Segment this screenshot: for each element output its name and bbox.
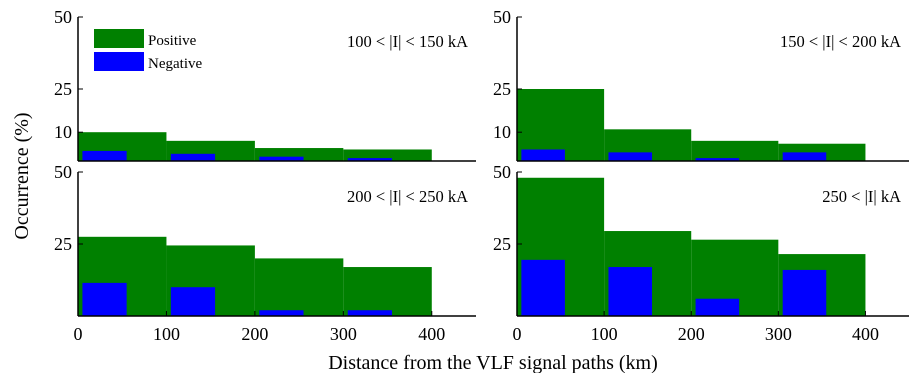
y-tick-label-top-left-2: 10: [54, 122, 72, 142]
panel-label-bottom-right: 250 < |I| kA: [822, 187, 901, 206]
panel-bottom-right: 50 25 0 100 200 300 400 250 < |I| kA: [493, 162, 909, 344]
panels-group: 50 25 10 100 < |I| < 150 kA 50 25 10 150 < |I| …: [54, 7, 909, 344]
bar-negative-bottom-right-1: [608, 267, 653, 316]
panel-top-left: 50 25 10 100 < |I| < 150 kA: [54, 7, 476, 162]
y-tick-label-top-left-0: 50: [54, 7, 72, 27]
bar-negative-bottom-right-3: [782, 269, 827, 316]
bar-positive-top-right-2: [691, 140, 779, 161]
bar-negative-top-right-1: [608, 152, 653, 161]
x-tick-label-bottom-left-4: 400: [418, 324, 445, 344]
x-tick-label-bottom-right-2: 200: [678, 324, 705, 344]
y-tick-label-top-left-1: 25: [54, 79, 72, 99]
y-tick-label-top-right-2: 10: [493, 122, 511, 142]
x-tick-label-bottom-left-1: 100: [153, 324, 180, 344]
bar-negative-bottom-left-2: [259, 310, 304, 316]
bar-negative-top-left-2: [259, 156, 304, 161]
bar-negative-top-right-0: [521, 149, 565, 161]
x-tick-label-bottom-right-4: 400: [852, 324, 879, 344]
legend-swatch-positive: [94, 29, 144, 48]
bar-negative-top-left-1: [170, 153, 216, 161]
bar-negative-top-right-2: [695, 158, 740, 161]
bar-negative-bottom-left-1: [170, 287, 216, 316]
legend-label-positive: Positive: [148, 33, 197, 49]
y-tick-label-bottom-left-1: 25: [54, 234, 72, 254]
x-tick-label-bottom-right-1: 100: [591, 324, 618, 344]
y-tick-label-top-right-1: 25: [493, 79, 511, 99]
bar-negative-top-left-0: [82, 150, 127, 161]
legend-label-negative: Negative: [148, 56, 202, 72]
legend: Positive Negative: [94, 29, 202, 72]
y-tick-label-bottom-right-0: 50: [493, 162, 511, 182]
bar-positive-bottom-left-3: [343, 267, 432, 316]
y-tick-label-bottom-right-1: 25: [493, 234, 511, 254]
bar-negative-top-right-3: [782, 152, 827, 161]
bar-positive-top-left-3: [343, 149, 432, 161]
bar-positive-bottom-left-2: [254, 258, 344, 316]
panel-bottom-left: 50 25 0 100 200 300 400 200 < |I| < 250 kA: [54, 162, 476, 344]
y-axis-title: Occurrence (%): [11, 112, 33, 239]
panel-label-top-left: 100 < |I| < 150 kA: [347, 32, 468, 51]
x-axis-title: Distance from the VLF signal paths (km): [328, 352, 658, 373]
y-tick-label-top-right-0: 50: [493, 7, 511, 27]
legend-swatch-negative: [94, 52, 144, 71]
x-tick-label-bottom-left-2: 200: [241, 324, 268, 344]
x-tick-label-bottom-right-3: 300: [765, 324, 792, 344]
bar-positive-top-right-0: [517, 89, 605, 161]
x-tick-label-bottom-left-0: 0: [74, 324, 83, 344]
bar-negative-bottom-right-2: [695, 298, 740, 316]
bar-negative-bottom-left-0: [82, 282, 127, 316]
bar-negative-bottom-right-0: [521, 259, 565, 316]
x-tick-label-bottom-left-3: 300: [330, 324, 357, 344]
x-tick-label-bottom-right-0: 0: [513, 324, 522, 344]
panel-label-top-right: 150 < |I| < 200 kA: [780, 32, 901, 51]
bar-negative-top-left-3: [347, 158, 392, 161]
panel-label-bottom-left: 200 < |I| < 250 kA: [347, 187, 468, 206]
bar-negative-bottom-left-3: [347, 310, 392, 316]
y-tick-label-bottom-left-0: 50: [54, 162, 72, 182]
panel-top-right: 50 25 10 150 < |I| < 200 kA: [493, 7, 909, 162]
